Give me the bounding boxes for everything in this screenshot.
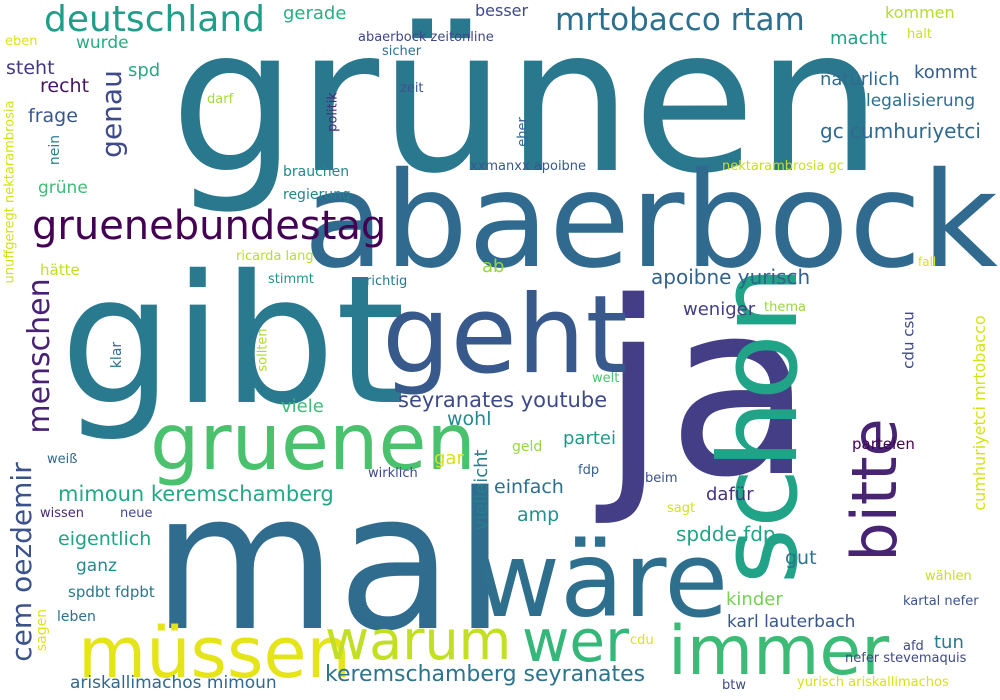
word-unuffgeregt-nektarambrosia: unuffgeregt nektarambrosia: [2, 100, 18, 284]
word-viele: viele: [281, 396, 324, 417]
word-parteien: parteien: [852, 435, 915, 453]
word-fdp: fdp: [578, 463, 600, 478]
word-cem-oezdemir: cem oezdemir: [5, 462, 38, 662]
word-nektarambrosia-gc: nektarambrosia gc: [722, 159, 844, 174]
word-darf: darf: [207, 92, 234, 107]
word-apoibne-yurisch: apoibne yurisch: [651, 265, 811, 289]
word-politik: politik: [325, 92, 341, 132]
word-abaerbock-zeitonline: abaerbock zeitonline: [358, 30, 494, 45]
word-cumhuriyetci-mrtobacco: cumhuriyetci mrtobacco: [970, 315, 989, 511]
word-waehlen: wählen: [925, 569, 972, 584]
word-wer: wer: [522, 607, 629, 675]
word-eigentlich: eigentlich: [58, 528, 152, 550]
word-spdde-fdp: spdde fdp: [676, 522, 776, 546]
word-waere: wäre: [475, 519, 729, 641]
word-weniger: weniger: [683, 299, 756, 320]
word-einfach: einfach: [494, 476, 564, 498]
word-steht: steht: [6, 57, 55, 79]
word-fall: fall: [918, 255, 937, 269]
word-legalisierung: legalisierung: [866, 91, 976, 111]
word-karl-lauterbach: karl lauterbach: [727, 612, 856, 632]
word-welt: welt: [592, 371, 620, 386]
word-vielleicht: vielleicht: [471, 449, 492, 531]
word-gibt: gibt: [60, 237, 406, 444]
word-halt: halt: [907, 27, 932, 42]
word-besser: besser: [475, 1, 529, 20]
word-partei: partei: [563, 428, 616, 449]
word-nefer-stevemaquis: nefer stevemaquis: [845, 651, 967, 666]
word-amp: amp: [517, 504, 560, 526]
word-kartal-nefer: kartal nefer: [903, 594, 979, 609]
word-haette: hätte: [40, 261, 80, 279]
word-kommen: kommen: [885, 3, 955, 22]
word-gerade: gerade: [283, 3, 347, 24]
word-weiss: weiß: [47, 452, 78, 467]
word-ab: ab: [482, 256, 505, 277]
word-beim: beim: [645, 471, 678, 486]
word-xxmanxx-apoibne: xxmanxx apoibne: [470, 159, 587, 174]
word-spd: spd: [128, 60, 161, 81]
word-geld: geld: [512, 439, 543, 455]
word-richtig: richtig: [366, 274, 408, 289]
word-sicher: sicher: [382, 44, 422, 59]
word-gruene: grüne: [38, 178, 88, 198]
word-immer: immer: [668, 612, 890, 691]
word-ja: ja: [600, 250, 814, 530]
word-afd: afd: [903, 639, 924, 654]
word-btw: btw: [722, 678, 746, 693]
word-wirklich: wirklich: [368, 466, 418, 481]
word-stimmt: stimmt: [268, 272, 314, 287]
word-neue: neue: [120, 506, 153, 521]
word-recht: recht: [40, 75, 90, 97]
word-leben: leben: [57, 609, 96, 625]
word-deutschland: deutschland: [44, 0, 266, 40]
word-yurisch-ariskallimachos: yurisch ariskallimachos: [797, 675, 949, 690]
word-nein: nein: [47, 134, 63, 166]
word-abaerbock: abaerbock: [303, 144, 998, 298]
word-seyranates-youtube: seyranates youtube: [398, 388, 608, 412]
word-mal: mal: [152, 452, 507, 673]
word-ricarda-lang: ricarda lang: [236, 249, 314, 264]
word-gruenebundestag: gruenebundestag: [32, 203, 387, 249]
word-wissen: wissen: [40, 506, 85, 521]
word-mrtobacco-rtam: mrtobacco rtam: [555, 2, 805, 38]
word-kinder: kinder: [726, 589, 783, 610]
word-tun: tun: [934, 632, 964, 653]
word-muessen: müssen: [78, 612, 351, 694]
word-eher: eher: [515, 117, 531, 147]
word-genau: genau: [95, 70, 128, 158]
word-gc-cumhuriyetci: gc cumhuriyetci: [820, 119, 981, 143]
word-ariskallimachos-mimoun: ariskallimachos mimoun: [70, 673, 277, 693]
word-cdu: cdu: [630, 633, 654, 648]
word-thema: thema: [764, 300, 806, 315]
word-brauchen: brauchen: [283, 164, 350, 180]
word-warum: warum: [325, 609, 512, 672]
word-wurde: wurde: [76, 33, 129, 53]
word-kommt: kommt: [914, 62, 977, 83]
word-sagt: sagt: [667, 501, 696, 516]
word-wohl: wohl: [447, 408, 492, 430]
word-menschen: menschen: [22, 278, 57, 434]
word-eben: eben: [5, 34, 38, 49]
word-gruenen: gruenen: [150, 398, 476, 488]
word-mimoun-keremschamberg: mimoun keremschamberg: [58, 482, 334, 506]
word-sagen: sagen: [34, 608, 50, 652]
word-gruenen-umlaut: grünen: [170, 0, 883, 218]
word-sollten: sollten: [255, 328, 271, 372]
word-frage: frage: [28, 105, 78, 127]
word-spdbt-fdpbt: spdbt fdpbt: [68, 583, 155, 601]
word-regierung: regierung: [283, 187, 351, 203]
word-ganz: ganz: [76, 556, 117, 576]
word-macht: macht: [830, 28, 887, 49]
word-cdu-csu: cdu csu: [899, 311, 918, 369]
word-klar: klar: [109, 341, 125, 369]
word-geht: geht: [382, 273, 628, 398]
word-dafuer: dafür: [706, 484, 754, 505]
word-gar: gar: [434, 448, 464, 469]
word-keremschamberg-seyranates: keremschamberg seyranates: [325, 662, 646, 687]
word-natuerlich: natürlich: [820, 69, 900, 90]
word-gut: gut: [785, 547, 817, 569]
word-zeit: zeit: [400, 81, 424, 96]
